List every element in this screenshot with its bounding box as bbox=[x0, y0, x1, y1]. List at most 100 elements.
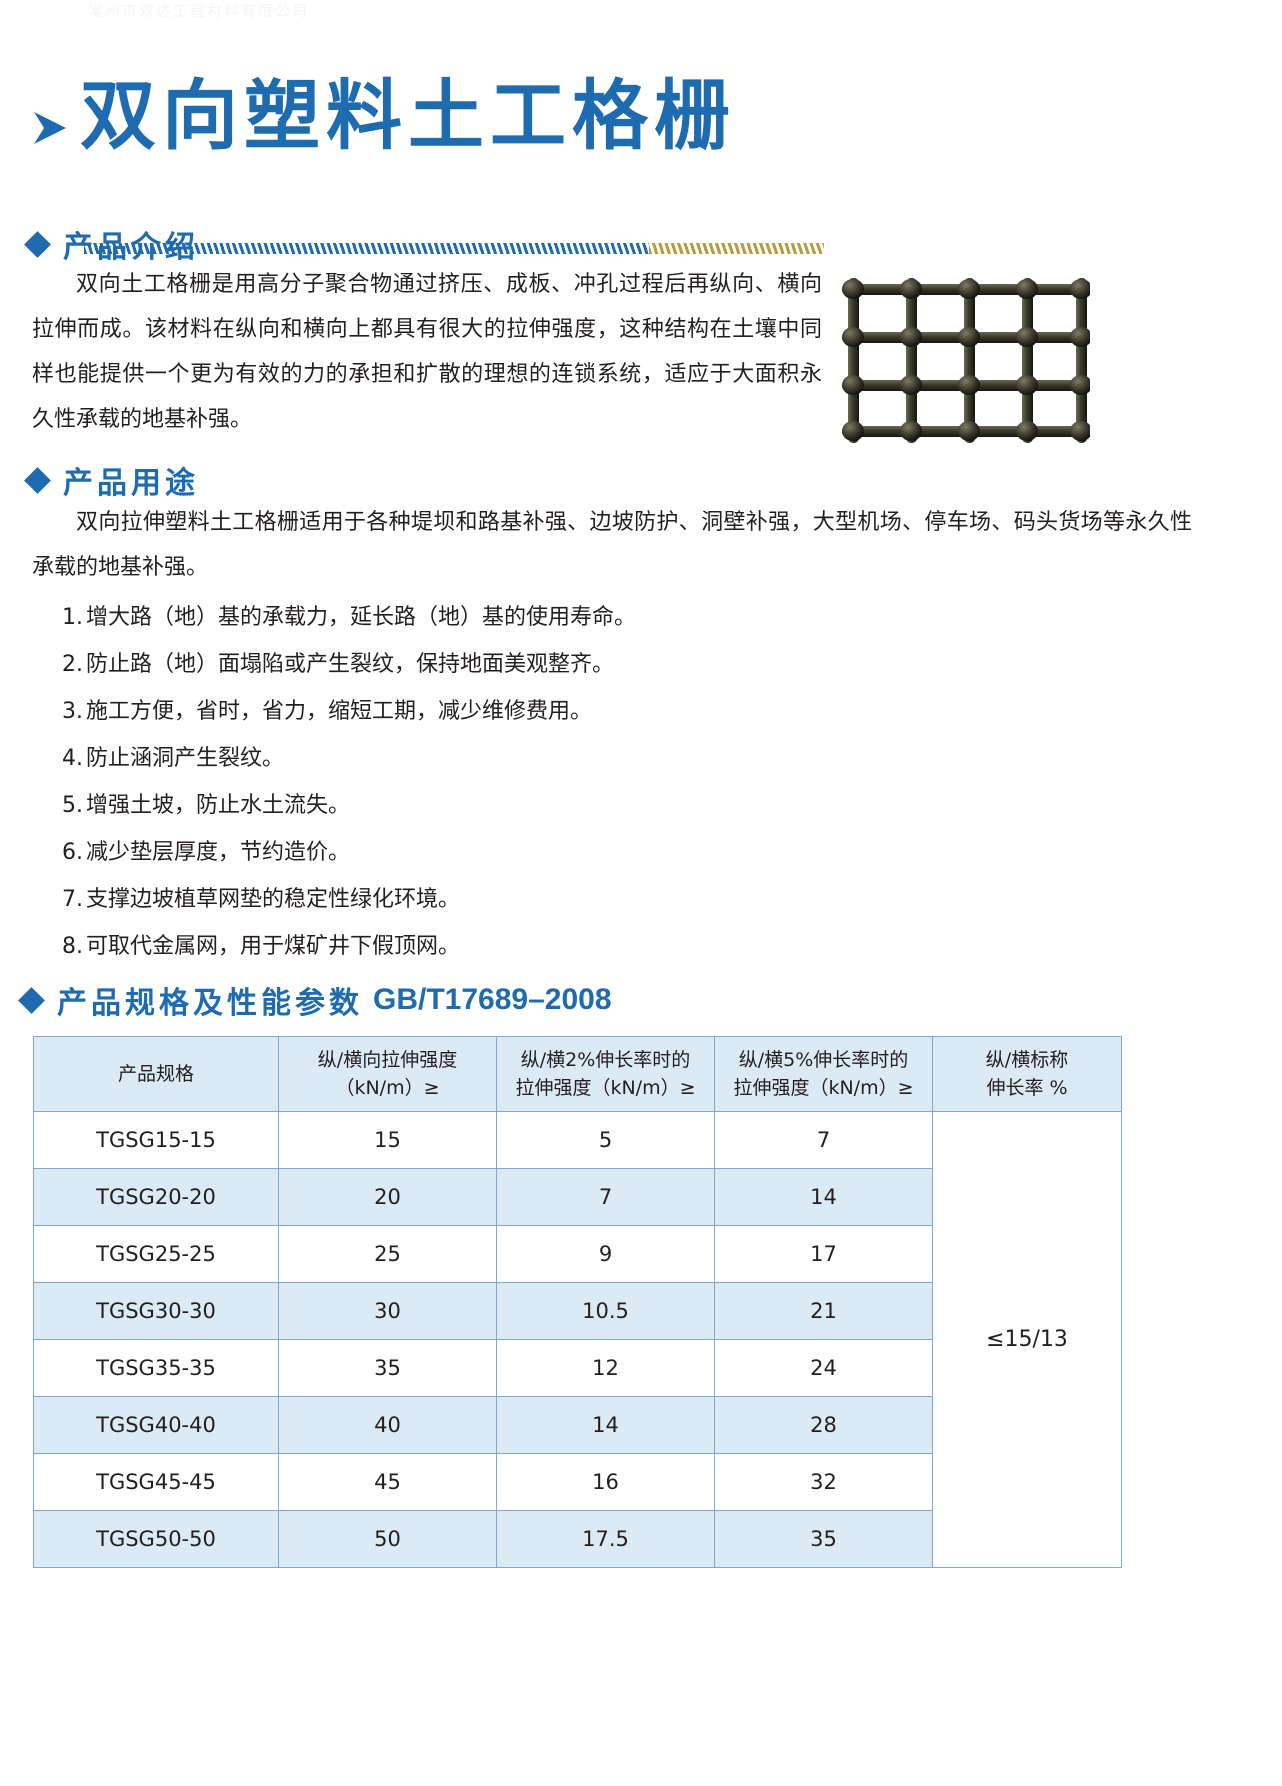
list-item-text: 施工方便，省时，省力，缩短工期，减少维修费用。 bbox=[86, 699, 593, 724]
cell-strain5: 17 bbox=[714, 1225, 933, 1283]
cell-tensile: 45 bbox=[278, 1453, 497, 1511]
table-row: TGSG40-40 40 14 28 bbox=[33, 1396, 1122, 1454]
column-header-line2: （kN/m）≥ bbox=[335, 1077, 440, 1099]
list-item-number: 2. bbox=[62, 652, 83, 677]
page-title: 双向塑料土工格栅 bbox=[80, 71, 736, 160]
column-header-line1: 纵/横标称 bbox=[985, 1049, 1069, 1071]
list-item: 6. 减少垫层厚度，节约造价。 bbox=[62, 829, 1062, 876]
cell-strain5: 28 bbox=[714, 1396, 933, 1454]
decorative-bar-gold bbox=[649, 243, 824, 254]
column-header-line1: 纵/横5%伸长率时的 bbox=[738, 1049, 909, 1071]
cell-strain2: 9 bbox=[496, 1225, 715, 1283]
cell-strain2: 14 bbox=[496, 1396, 715, 1454]
list-item: 8. 可取代金属网，用于煤矿井下假顶网。 bbox=[62, 923, 1062, 970]
cell-elongation: ≤15/13 bbox=[932, 1111, 1122, 1568]
cell-tensile: 35 bbox=[278, 1339, 497, 1397]
cell-strain2: 16 bbox=[496, 1453, 715, 1511]
cell-strain5: 21 bbox=[714, 1282, 933, 1340]
list-item-number: 3. bbox=[62, 699, 83, 724]
column-header-line1: 产品规格 bbox=[117, 1063, 194, 1085]
decorative-bar bbox=[84, 243, 824, 254]
biaxial-geogrid-photo bbox=[838, 268, 1090, 448]
diamond-bullet-icon bbox=[18, 986, 45, 1014]
list-item-text: 减少垫层厚度，节约造价。 bbox=[86, 840, 351, 865]
list-item-number: 1. bbox=[62, 605, 83, 630]
cell-tensile: 40 bbox=[278, 1396, 497, 1454]
feature-list: 1. 增大路（地）基的承载力，延长路（地）基的使用寿命。 2. 防止路（地）面塌陷或… bbox=[62, 594, 1062, 970]
column-header-strain5: 纵/横5%伸长率时的 拉伸强度（kN/m）≥ bbox=[714, 1036, 933, 1112]
cell-model: TGSG30-30 bbox=[33, 1282, 279, 1340]
table-body: TGSG15-15 15 5 7 ≤15/13 TGSG20-20 20 7 1… bbox=[33, 1111, 1122, 1568]
cell-strain2: 5 bbox=[496, 1111, 715, 1169]
decorative-bar-blue bbox=[84, 243, 649, 254]
column-header-tensile: 纵/横向拉伸强度 （kN/m）≥ bbox=[278, 1036, 497, 1112]
cell-strain5: 14 bbox=[714, 1168, 933, 1226]
intro-paragraph: 双向土工格栅是用高分子聚合物通过挤压、成板、冲孔过程后再纵向、横向拉伸而成。该材… bbox=[32, 272, 822, 432]
cell-model: TGSG50-50 bbox=[33, 1510, 279, 1568]
list-item-text: 增大路（地）基的承载力，延长路（地）基的使用寿命。 bbox=[86, 605, 637, 630]
list-item: 1. 增大路（地）基的承载力，延长路（地）基的使用寿命。 bbox=[62, 594, 1062, 641]
column-header-line2: 伸长率 % bbox=[986, 1077, 1068, 1099]
section-heading-intro-label: 产品介绍 bbox=[63, 230, 199, 265]
section-heading-intro: 产品介绍 bbox=[24, 222, 199, 266]
cell-tensile: 50 bbox=[278, 1510, 497, 1568]
list-item: 2. 防止路（地）面塌陷或产生裂纹，保持地面美观整齐。 bbox=[62, 641, 1062, 688]
section-heading-usage: 产品用途 bbox=[24, 458, 199, 502]
company-watermark: 常州市双达工程材料有限公司 bbox=[88, 3, 310, 20]
table-row: TGSG30-30 30 10.5 21 bbox=[33, 1282, 1122, 1340]
table-header: 产品规格 纵/横向拉伸强度 （kN/m）≥ 纵/横2%伸长率时的 拉伸强度（kN… bbox=[33, 1036, 1122, 1112]
list-item-number: 8. bbox=[62, 934, 83, 959]
cell-strain2: 12 bbox=[496, 1339, 715, 1397]
table-row: TGSG15-15 15 5 7 ≤15/13 bbox=[33, 1111, 1122, 1568]
list-item-text: 防止路（地）面塌陷或产生裂纹，保持地面美观整齐。 bbox=[86, 652, 615, 677]
cell-strain5: 32 bbox=[714, 1453, 933, 1511]
diamond-bullet-icon bbox=[24, 466, 51, 494]
column-header-line1: 纵/横2%伸长率时的 bbox=[520, 1049, 691, 1071]
list-item: 4. 防止涵洞产生裂纹。 bbox=[62, 735, 1062, 782]
page-title-block: 双向塑料土工格栅 bbox=[0, 70, 1282, 254]
diamond-bullet-icon bbox=[24, 230, 51, 258]
list-item-text: 增强土坡，防止水土流失。 bbox=[86, 793, 351, 818]
usage-paragraph: 双向拉伸塑料土工格栅适用于各种堤坝和路基补强、边坡防护、洞壁补强，大型机场、停车… bbox=[32, 510, 1192, 580]
cell-tensile: 25 bbox=[278, 1225, 497, 1283]
specification-table: 产品规格 纵/横向拉伸强度 （kN/m）≥ 纵/横2%伸长率时的 拉伸强度（kN… bbox=[33, 1036, 1122, 1568]
cell-strain5: 24 bbox=[714, 1339, 933, 1397]
column-header-line1: 纵/横向拉伸强度 bbox=[317, 1049, 458, 1071]
list-item-number: 6. bbox=[62, 840, 83, 865]
column-header-elongation: 纵/横标称 伸长率 % bbox=[932, 1036, 1122, 1112]
table-row: TGSG35-35 35 12 24 bbox=[33, 1339, 1122, 1397]
list-item-number: 5. bbox=[62, 793, 83, 818]
column-header-strain2: 纵/横2%伸长率时的 拉伸强度（kN/m）≥ bbox=[496, 1036, 715, 1112]
cell-tensile: 15 bbox=[278, 1111, 497, 1169]
cell-strain5: 7 bbox=[714, 1111, 933, 1169]
table-header-row: 产品规格 纵/横向拉伸强度 （kN/m）≥ 纵/横2%伸长率时的 拉伸强度（kN… bbox=[33, 1036, 1122, 1112]
cell-model: TGSG35-35 bbox=[33, 1339, 279, 1397]
section-heading-spec: 产品规格及性能参数 GB/T17689–2008 bbox=[18, 978, 612, 1022]
section-heading-usage-label: 产品用途 bbox=[63, 466, 199, 501]
standard-code-label: GB/T17689–2008 bbox=[373, 983, 612, 1016]
list-item-number: 4. bbox=[62, 746, 83, 771]
list-item: 5. 增强土坡，防止水土流失。 bbox=[62, 782, 1062, 829]
list-item-text: 支撑边坡植草网垫的稳定性绿化环境。 bbox=[86, 887, 461, 912]
cell-strain2: 10.5 bbox=[496, 1282, 715, 1340]
table-row: TGSG25-25 25 9 17 bbox=[33, 1225, 1122, 1283]
list-item-text: 防止涵洞产生裂纹。 bbox=[86, 746, 285, 771]
column-header-model: 产品规格 bbox=[33, 1036, 279, 1112]
column-header-line2: 拉伸强度（kN/m）≥ bbox=[733, 1077, 914, 1099]
cell-tensile: 20 bbox=[278, 1168, 497, 1226]
section-heading-spec-label: 产品规格及性能参数 bbox=[57, 986, 363, 1021]
list-item-number: 7. bbox=[62, 887, 83, 912]
table-row: TGSG45-45 45 16 32 bbox=[33, 1453, 1122, 1511]
cell-model: TGSG20-20 bbox=[33, 1168, 279, 1226]
cell-model: TGSG40-40 bbox=[33, 1396, 279, 1454]
table-row: TGSG20-20 20 7 14 bbox=[33, 1168, 1122, 1226]
cell-strain2: 17.5 bbox=[496, 1510, 715, 1568]
list-item-text: 可取代金属网，用于煤矿井下假顶网。 bbox=[86, 934, 461, 959]
column-header-line2: 拉伸强度（kN/m）≥ bbox=[515, 1077, 696, 1099]
table-row: TGSG50-50 50 17.5 35 bbox=[33, 1510, 1122, 1568]
cell-model: TGSG15-15 bbox=[33, 1111, 279, 1169]
cell-tensile: 30 bbox=[278, 1282, 497, 1340]
cell-model: TGSG25-25 bbox=[33, 1225, 279, 1283]
cell-model: TGSG45-45 bbox=[33, 1453, 279, 1511]
